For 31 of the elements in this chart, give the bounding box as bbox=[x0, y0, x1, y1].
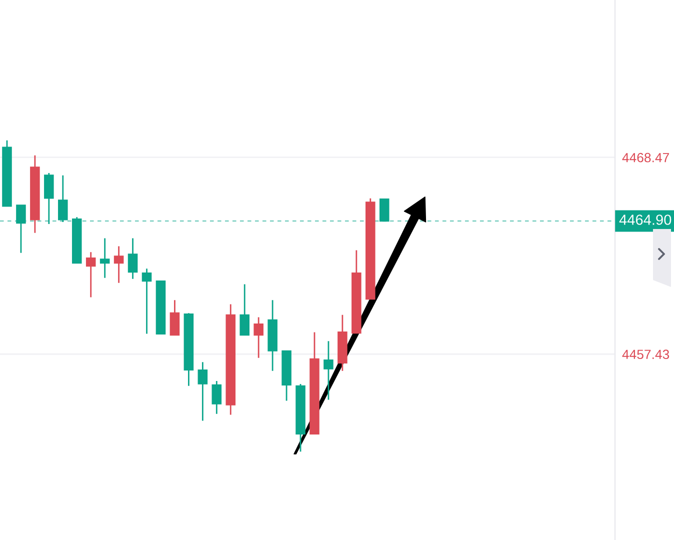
candlestick bbox=[156, 280, 166, 334]
candlestick bbox=[282, 350, 292, 402]
candlestick bbox=[128, 238, 138, 280]
candlestick bbox=[170, 299, 180, 336]
candlestick bbox=[44, 172, 54, 225]
candlestick bbox=[86, 251, 96, 298]
candlestick bbox=[226, 304, 236, 416]
candlestick bbox=[58, 174, 68, 223]
candlestick bbox=[352, 250, 362, 334]
y-tick-label: 4457.43 bbox=[622, 350, 670, 360]
candlestick bbox=[212, 380, 222, 415]
candlestick bbox=[240, 284, 250, 336]
candlestick bbox=[184, 312, 194, 387]
candlestick bbox=[2, 140, 12, 207]
ref-line-label: 4464.90 bbox=[619, 214, 672, 225]
candlestick bbox=[366, 198, 376, 300]
candlestick bbox=[268, 299, 278, 372]
candlestick bbox=[310, 332, 320, 434]
candlestick bbox=[30, 154, 40, 234]
y-tick-label: 4468.47 bbox=[622, 152, 669, 162]
candlestick bbox=[254, 316, 264, 359]
candlestick bbox=[16, 204, 26, 254]
candlestick bbox=[296, 383, 306, 452]
candlestick bbox=[379, 198, 390, 222]
candlestick bbox=[114, 246, 124, 284]
candlestick bbox=[198, 361, 208, 422]
candlestick bbox=[72, 216, 82, 264]
candlestick bbox=[100, 238, 110, 279]
candlestick bbox=[142, 268, 152, 334]
candlestick bbox=[324, 340, 334, 400]
candlestick bbox=[338, 314, 348, 372]
